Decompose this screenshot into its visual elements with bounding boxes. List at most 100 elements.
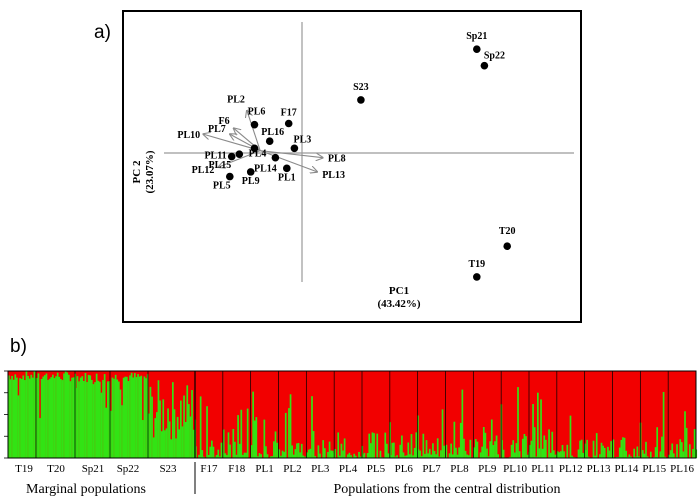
structure-individual-bar (266, 454, 269, 458)
structure-individual-bar (214, 456, 216, 458)
structure-individual-bar (25, 371, 28, 458)
structure-individual-bar (12, 379, 15, 458)
structure-individual-bar (586, 439, 588, 458)
group-label-marginal: Marginal populations (26, 482, 146, 497)
structure-individual-bar (78, 381, 80, 458)
structure-individual-bar (32, 377, 34, 458)
structure-individual-bar (307, 449, 310, 458)
structure-individual-bar (220, 442, 223, 458)
structure-individual-bar (448, 453, 451, 458)
structure-individual-bar (359, 456, 362, 458)
structure-individual-bar (510, 444, 513, 458)
structure-individual-bar (314, 456, 317, 458)
structure-individual-bar (610, 441, 612, 458)
structure-individual-bar (338, 455, 341, 458)
structure-individual-bar (512, 440, 515, 458)
structure-individual-bar (466, 454, 468, 458)
structure-individual-bar (92, 384, 95, 458)
structure-individual-bar (682, 451, 685, 458)
structure-individual-bar (415, 432, 418, 458)
structure-individual-bar (612, 439, 615, 458)
structure-individual-bar (469, 439, 472, 458)
structure-individual-bar (238, 443, 241, 458)
structure-individual-bar (235, 454, 238, 458)
pca-point (265, 137, 274, 145)
population-label: PL14 (614, 463, 638, 475)
population-label: S23 (159, 463, 177, 475)
structure-individual-bar (121, 405, 123, 458)
structure-individual-bar (368, 433, 371, 458)
population-label: PL16 (670, 463, 694, 475)
structure-individual-bar (178, 429, 181, 458)
structure-individual-bar (71, 377, 73, 458)
structure-individual-bar (600, 442, 603, 458)
point-label: PL15 (209, 160, 232, 171)
structure-individual-bar (322, 440, 325, 458)
structure-individual-bar (183, 395, 185, 458)
structure-individual-bar (296, 443, 298, 458)
structure-individual-bar (199, 396, 202, 458)
structure-individual-bar (482, 427, 485, 458)
structure-individual-bar (561, 444, 564, 458)
structure-individual-bar (309, 448, 312, 458)
structure-individual-bar (379, 450, 382, 458)
structure-individual-bar (280, 455, 282, 458)
structure-individual-bar (63, 373, 65, 458)
structure-individual-bar (525, 436, 527, 458)
structure-individual-bar (119, 389, 122, 458)
pca-point (227, 152, 236, 161)
structure-individual-bar (11, 375, 13, 458)
vector-label: PL10 (177, 130, 200, 141)
structure-individual-bar (410, 434, 413, 458)
structure-individual-bar (473, 447, 476, 458)
structure-individual-bar (363, 452, 366, 458)
structure-individual-bar (45, 373, 48, 458)
structure-individual-bar (461, 389, 464, 458)
structure-individual-bar (168, 421, 171, 458)
structure-individual-bar (55, 376, 57, 458)
structure-individual-bar (237, 415, 239, 458)
pc2-axis-label: PC 2 (131, 160, 143, 183)
pca-point (246, 168, 255, 176)
structure-individual-bar (618, 447, 621, 458)
structure-individual-bar (302, 455, 305, 458)
loading-vector (203, 134, 261, 152)
structure-individual-bar (36, 377, 38, 458)
structure-individual-bar (180, 400, 182, 458)
structure-individual-bar (587, 456, 590, 458)
point-label: S23 (353, 82, 369, 93)
point-label: PL11 (204, 151, 226, 162)
structure-individual-bar (9, 379, 12, 458)
structure-individual-bar (443, 445, 445, 458)
pca-point (235, 150, 244, 158)
structure-individual-bar (653, 456, 655, 458)
structure-individual-bar (599, 454, 601, 458)
structure-individual-bar (419, 450, 421, 458)
structure-individual-bar (189, 416, 192, 458)
structure-individual-bar (645, 441, 647, 458)
structure-individual-bar (284, 412, 287, 458)
structure-individual-bar (671, 443, 674, 458)
structure-individual-bar (560, 451, 562, 458)
structure-individual-bar (459, 422, 462, 458)
structure-individual-bar (456, 454, 459, 458)
structure-individual-bar (354, 455, 357, 458)
structure-individual-bar (69, 381, 72, 458)
structure-individual-bar (289, 394, 292, 458)
structure-individual-bar (502, 449, 505, 458)
structure-individual-bar (441, 409, 444, 458)
structure-individual-bar (105, 407, 108, 458)
structure-individual-bar (142, 420, 144, 458)
structure-individual-bar (346, 454, 349, 458)
structure-individual-bar (603, 447, 606, 458)
population-label: Sp21 (82, 463, 105, 475)
structure-individual-bar (676, 444, 678, 458)
population-label: Sp22 (117, 463, 140, 475)
structure-individual-bar (159, 400, 161, 458)
structure-individual-bar (571, 455, 573, 458)
structure-individual-bar (83, 381, 85, 458)
structure-individual-bar (20, 378, 23, 458)
structure-individual-bar (366, 453, 369, 458)
structure-individual-bar (399, 444, 402, 458)
structure-individual-bar (656, 427, 659, 458)
